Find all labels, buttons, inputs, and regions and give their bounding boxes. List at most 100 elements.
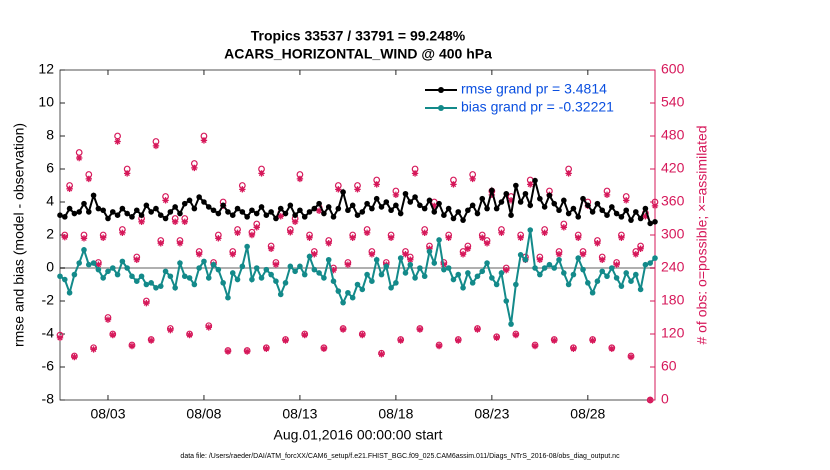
point — [205, 275, 212, 281]
point — [186, 197, 193, 204]
point — [85, 209, 92, 215]
obs-assimilated — [627, 353, 635, 361]
point — [335, 288, 342, 294]
y-axis-label: rmse and bias (model - observation) — [11, 123, 27, 347]
point — [493, 281, 500, 288]
point — [503, 190, 510, 197]
point — [100, 207, 106, 214]
point — [513, 182, 519, 189]
point — [325, 256, 332, 263]
y2-tick-label: 60 — [661, 358, 677, 374]
obs-assimilated — [536, 256, 544, 263]
point — [167, 209, 174, 215]
obs-assimilated — [479, 234, 486, 241]
obs-assimilated — [75, 154, 83, 162]
obs-assimilated — [224, 348, 232, 355]
obs-assimilated — [171, 218, 179, 225]
point — [383, 199, 390, 205]
obs-assimilated — [243, 348, 251, 355]
point — [532, 265, 538, 271]
point — [76, 209, 82, 215]
point — [234, 205, 241, 212]
point — [153, 285, 159, 291]
point — [325, 204, 332, 210]
point — [618, 214, 625, 220]
obs-assimilated — [339, 326, 347, 333]
point — [436, 200, 442, 207]
obs-assimilated — [368, 251, 376, 258]
obs-assimilated — [507, 197, 515, 204]
point — [609, 265, 615, 271]
point — [205, 204, 212, 210]
point — [229, 270, 236, 276]
point — [508, 321, 514, 327]
y-tick-label: 12 — [38, 61, 54, 77]
obs-assimilated — [90, 346, 97, 353]
point — [239, 263, 246, 270]
point — [66, 205, 73, 212]
point — [76, 260, 82, 266]
y2-tick-label: 180 — [661, 292, 685, 308]
point — [263, 266, 270, 273]
obs-assimilated — [152, 142, 160, 150]
obs-assimilated — [378, 351, 385, 358]
point — [186, 275, 193, 281]
point — [330, 278, 337, 285]
point — [556, 256, 562, 263]
obs-assimilated — [354, 186, 361, 193]
point — [642, 205, 649, 212]
point — [129, 273, 135, 280]
obs-assimilated — [119, 229, 126, 236]
point — [258, 204, 265, 210]
point — [421, 273, 428, 280]
x-tick-label: 08/28 — [570, 406, 605, 422]
point — [393, 280, 399, 286]
obs-assimilated — [335, 186, 342, 193]
obs-assimilated — [234, 229, 241, 236]
obs-assimilated — [330, 267, 337, 274]
point — [455, 209, 462, 215]
point — [551, 265, 558, 271]
point — [647, 220, 654, 227]
obs-possible — [75, 149, 83, 156]
obs-assimilated — [459, 251, 467, 258]
point — [359, 286, 366, 293]
point — [81, 200, 87, 207]
point — [537, 195, 543, 202]
point — [66, 289, 73, 296]
point — [124, 265, 130, 271]
point — [469, 280, 476, 286]
point — [177, 210, 183, 217]
obs-assimilated — [71, 353, 78, 361]
point — [575, 214, 582, 220]
y2-tick-label: 360 — [661, 193, 685, 209]
point — [417, 265, 423, 271]
y2-tick-label: 420 — [661, 160, 685, 176]
point — [537, 271, 543, 278]
point — [143, 202, 150, 209]
point — [349, 294, 356, 301]
obs-assimilated — [253, 224, 260, 231]
y2-tick-label: 480 — [661, 127, 685, 143]
point — [124, 210, 130, 217]
legend-label: bias grand pr = -0.32221 — [461, 99, 614, 115]
obs-assimilated — [143, 300, 150, 307]
point — [119, 258, 126, 265]
point — [100, 275, 106, 281]
point — [311, 205, 318, 212]
obs-assimilated — [138, 218, 145, 225]
point — [191, 205, 198, 212]
point — [628, 278, 634, 285]
footnote: data file: /Users/raeder/DAI/ATM_forcXX/… — [180, 453, 620, 460]
point — [460, 285, 466, 291]
point — [369, 278, 375, 285]
obs-assimilated — [296, 175, 304, 183]
obs-assimilated — [325, 240, 332, 247]
point — [306, 209, 313, 215]
point — [388, 207, 394, 214]
point — [585, 280, 591, 286]
point — [637, 215, 644, 222]
obs-assimilated — [387, 234, 395, 241]
obs-assimilated — [359, 331, 366, 339]
point — [426, 248, 433, 255]
